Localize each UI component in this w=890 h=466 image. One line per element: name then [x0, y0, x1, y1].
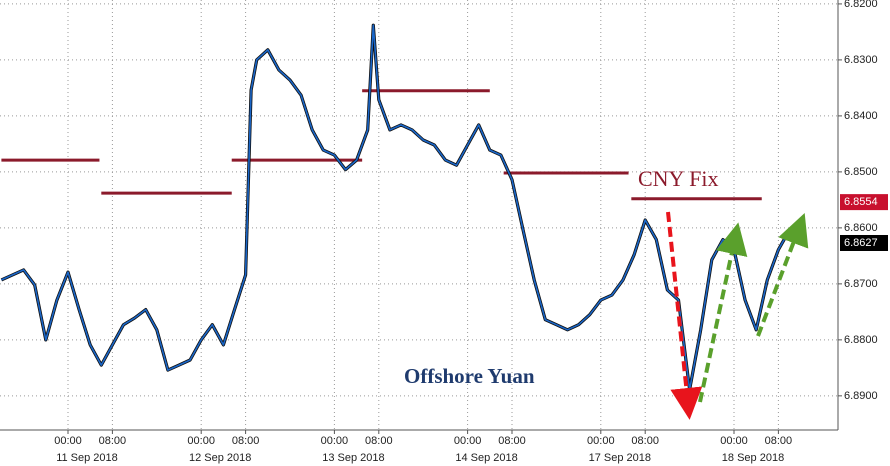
price-badge	[840, 234, 888, 251]
y-tick-label: 6.8600	[844, 222, 878, 234]
x-tick-label: 08:00	[365, 435, 393, 447]
price-badge-label: 6.8627	[844, 237, 878, 249]
x-tick-label: 08:00	[631, 435, 659, 447]
date-label: 11 Sep 2018	[56, 452, 118, 464]
price-line	[1, 24, 791, 391]
arrow-down	[666, 211, 703, 420]
x-tick-label: 08:00	[99, 435, 127, 447]
x-tick-label: 00:00	[187, 435, 215, 447]
series-annotation: Offshore Yuan	[404, 364, 535, 388]
y-tick-label: 6.8500	[844, 166, 878, 178]
date-label: 17 Sep 2018	[589, 452, 651, 464]
x-tick-label: 00:00	[454, 435, 482, 447]
x-tick-label: 08:00	[765, 435, 793, 447]
x-tick-label: 08:00	[232, 435, 260, 447]
date-label: 12 Sep 2018	[189, 452, 251, 464]
x-tick-label: 00:00	[587, 435, 615, 447]
fix-annotation: CNY Fix	[638, 166, 718, 191]
date-label: 14 Sep 2018	[455, 452, 517, 464]
date-label: 13 Sep 2018	[322, 452, 384, 464]
y-tick-label: 6.8300	[844, 54, 878, 66]
y-tick-label: 6.8400	[844, 110, 878, 122]
price-line-shadow	[0, 23, 791, 392]
date-label: 18 Sep 2018	[722, 452, 784, 464]
price-badge	[840, 194, 888, 211]
y-tick-label: 6.8800	[844, 334, 878, 346]
x-tick-label: 00:00	[54, 435, 82, 447]
price-badge-label: 6.8554	[844, 196, 878, 208]
y-tick-label: 6.8700	[844, 278, 878, 290]
y-tick-label: 6.8200	[844, 0, 878, 10]
x-tick-label: 00:00	[720, 435, 748, 447]
y-tick-label: 6.8900	[844, 390, 878, 402]
arrow-up	[756, 213, 809, 337]
x-tick-label: 00:00	[321, 435, 349, 447]
x-tick-label: 08:00	[498, 435, 526, 447]
arrow-up	[698, 222, 748, 403]
